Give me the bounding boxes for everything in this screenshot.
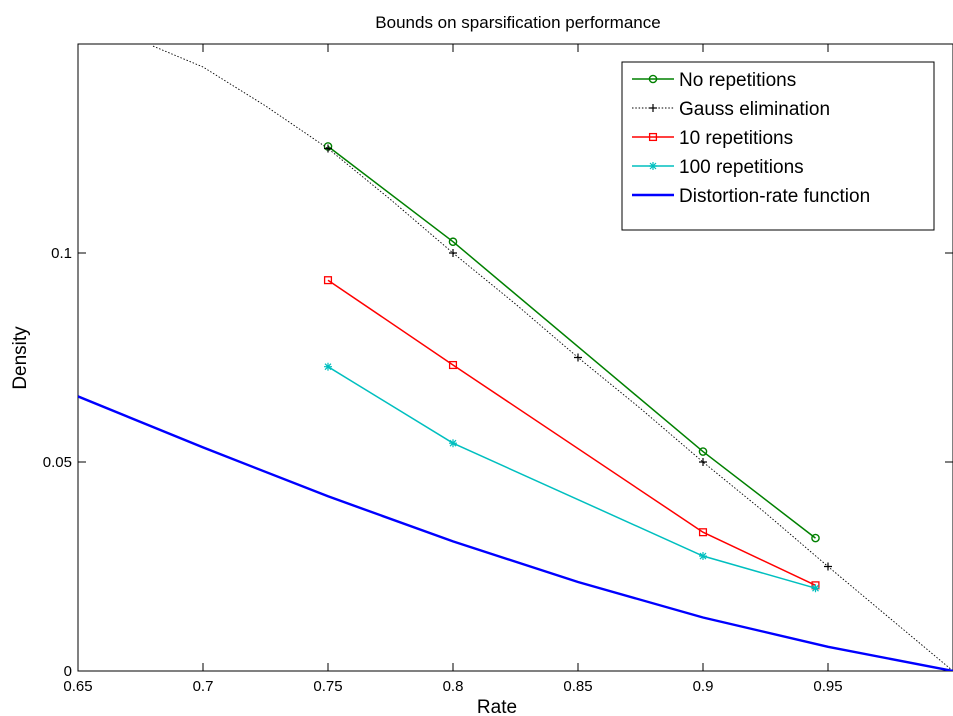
- legend-item: 10 repetitions: [632, 128, 793, 149]
- legend-item: Distortion-rate function: [632, 186, 870, 207]
- series-line: [327, 366, 816, 589]
- data-point: [699, 458, 707, 466]
- x-tick-label: 0.95: [813, 678, 842, 695]
- series-distortion-rate-function: [78, 395, 953, 671]
- data-point: [323, 276, 333, 285]
- data-point: [824, 562, 832, 571]
- legend-marker: [649, 162, 657, 170]
- series-100-repetitions: [324, 362, 820, 593]
- x-axis-label: Rate: [477, 697, 517, 716]
- data-point: [811, 533, 820, 543]
- data-point: [448, 360, 458, 370]
- data-point: [574, 353, 582, 362]
- series-10-repetitions: [323, 276, 820, 590]
- series-line: [327, 279, 816, 586]
- legend-item: No repetitions: [632, 70, 796, 91]
- legend-box: [621, 61, 935, 231]
- x-tick-label: 0.9: [693, 678, 714, 695]
- y-tick-label: 0.1: [51, 245, 72, 262]
- legend-label: 10 repetitions: [679, 128, 793, 149]
- legend-marker: [648, 74, 658, 84]
- legend-label: Distortion-rate function: [679, 186, 870, 207]
- data-point: [698, 447, 708, 456]
- legend-label: Gauss elimination: [679, 99, 830, 120]
- y-axis-label: Density: [10, 326, 31, 390]
- chart-title: Bounds on sparsification performance: [375, 13, 660, 32]
- data-point: [324, 144, 332, 153]
- y-tick-label: 0: [64, 663, 72, 680]
- legend-label: No repetitions: [679, 70, 796, 91]
- legend: No repetitions Gauss elimination 10 repeti…: [621, 61, 935, 231]
- series-no-repetitions: [323, 142, 820, 543]
- series-gauss-elimination: [152, 45, 953, 671]
- series-line: [78, 395, 953, 671]
- data-point: [448, 237, 458, 247]
- y-tick-label: 0.05: [43, 454, 72, 471]
- legend-item: Gauss elimination: [632, 99, 830, 120]
- data-point: [698, 528, 708, 537]
- axis-ticks: 0.65 0.7 0.75 0.8 0.85 0.9 0.95 0 0.05 0.1: [43, 44, 953, 695]
- legend-marker: [649, 104, 657, 112]
- x-tick-label: 0.7: [193, 678, 214, 695]
- series-line: [327, 145, 816, 539]
- data-point: [449, 249, 457, 257]
- data-point: [324, 362, 332, 371]
- x-tick-label: 0.85: [563, 678, 592, 695]
- data-point: [699, 552, 707, 561]
- legend-label: 100 repetitions: [679, 157, 804, 178]
- data-point: [449, 439, 457, 448]
- data-point: [811, 584, 820, 593]
- x-tick-label: 0.75: [313, 678, 342, 695]
- legend-marker: [648, 132, 658, 142]
- series-layer: [78, 45, 953, 671]
- legend-item: 100 repetitions: [632, 157, 804, 178]
- x-tick-label: 0.8: [443, 678, 464, 695]
- x-tick-label: 0.65: [63, 678, 92, 695]
